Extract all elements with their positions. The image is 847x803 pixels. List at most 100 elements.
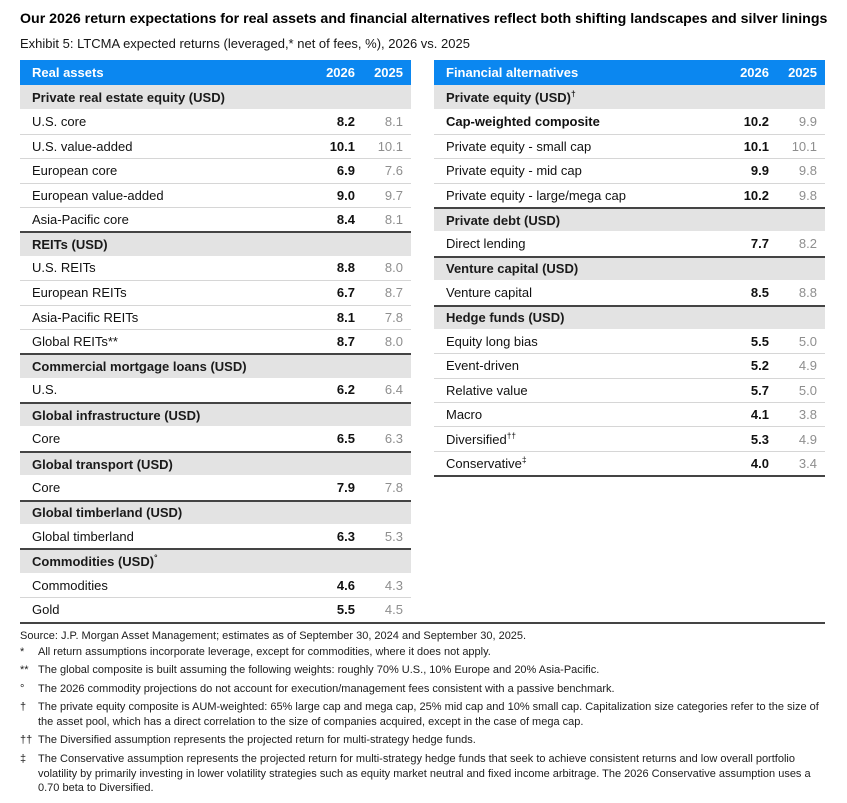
value-2026: 4.6	[336, 577, 355, 593]
footnote: ** The global composite is built assuming…	[20, 663, 825, 678]
footnote-text: The global composite is built assuming t…	[38, 664, 600, 677]
value-2026: 10.1	[329, 138, 355, 154]
row-label: European value-added	[32, 187, 164, 203]
footnote-marker: †	[570, 88, 576, 99]
section-row: Private debt (USD)	[434, 206, 825, 232]
value-2026: 9.9	[750, 163, 769, 179]
section-label: Hedge funds (USD)	[446, 310, 565, 326]
value-2025: 8.0	[384, 260, 403, 276]
value-2026: 8.2	[336, 114, 355, 130]
row-label: Asia-Pacific REITs	[32, 309, 139, 325]
table-row: U.S. REITs 8.8 8.0	[20, 256, 411, 280]
table-row: Global timberland 6.3 5.3	[20, 524, 411, 548]
footnote-text: All return assumptions incorporate lever…	[38, 646, 491, 659]
row-label: U.S. core	[32, 114, 87, 130]
row-label: Macro	[446, 407, 483, 423]
row-label: Gold	[32, 602, 60, 618]
page-title: Our 2026 return expectations for real as…	[20, 11, 828, 27]
footnote: ‡ The Conservative assumption represents …	[20, 752, 825, 797]
footnote-text: The 2026 commodity projections do not ac…	[38, 682, 615, 695]
section-row: Private equity (USD)†	[434, 85, 825, 110]
row-label: U.S. value-added	[32, 138, 133, 154]
table-row: Private equity - small cap 10.1 10.1	[434, 133, 825, 158]
table-row: Private equity - mid cap 9.9 9.8	[434, 158, 825, 182]
column-header-2026: 2026	[740, 65, 769, 80]
value-2025: 10.1	[791, 138, 817, 154]
real-assets-table: Real assets 2026 2025 Private real estate e…	[20, 60, 411, 622]
table-row: U.S. value-added 10.1 10.1	[20, 133, 411, 158]
row-label: Global timberland	[32, 528, 134, 544]
row-label: Direct lending	[446, 236, 526, 252]
table-row: Venture capital 8.5 8.8	[434, 280, 825, 304]
footnote-marker: °	[20, 682, 25, 695]
footnote-text: The Diversified assumption represents th…	[38, 734, 476, 747]
value-2026: 10.2	[743, 114, 769, 130]
table-header-row: Financial alternatives 2026 2025	[434, 60, 825, 85]
row-label: Core	[32, 431, 61, 447]
section-row: Private real estate equity (USD)	[20, 85, 411, 110]
value-2025: 7.8	[384, 479, 403, 495]
table-row: Commodities 4.6 4.3	[20, 573, 411, 597]
row-label: U.S.	[32, 382, 58, 398]
value-2025: 4.9	[798, 358, 817, 374]
table-row: European value-added 9.0 9.7	[20, 182, 411, 207]
table-row: European REITs 6.7 8.7	[20, 280, 411, 304]
value-2026: 7.7	[750, 236, 769, 252]
value-2026: 5.5	[750, 333, 769, 349]
row-label: Conservative‡	[446, 454, 527, 472]
table-row: Cap-weighted composite 10.2 9.9	[434, 109, 825, 133]
row-label: Diversified††	[446, 430, 517, 447]
value-2025: 8.7	[384, 285, 403, 301]
row-label: Equity long bias	[446, 333, 538, 349]
value-2026: 6.5	[336, 431, 355, 447]
table-title: Financial alternatives	[446, 65, 579, 80]
footnote: †† The Diversified assumption represents …	[20, 733, 825, 748]
value-2025: 9.9	[798, 114, 817, 130]
value-2026: 5.2	[750, 358, 769, 374]
row-label: European REITs	[32, 285, 127, 301]
row-label: Private equity - small cap	[446, 138, 592, 154]
column-header-2025: 2025	[788, 65, 817, 80]
value-2026: 6.3	[336, 528, 355, 544]
section-row: Commodities (USD)°	[20, 548, 411, 573]
footnote-marker: ‡	[20, 752, 27, 765]
value-2025: 7.8	[384, 309, 403, 325]
section-label: REITs (USD)	[32, 237, 108, 253]
section-row: Global transport (USD)	[20, 450, 411, 476]
exhibit-subtitle: Exhibit 5: LTCMA expected returns (lever…	[20, 36, 470, 51]
section-row: Hedge funds (USD)	[434, 304, 825, 329]
footnote-marker: °	[154, 552, 158, 563]
section-row: Global infrastructure (USD)	[20, 402, 411, 427]
table-row: Asia-Pacific core 8.4 8.1	[20, 206, 411, 231]
table-row: Private equity - large/mega cap 10.2 9.8	[434, 182, 825, 207]
row-label: Core	[32, 479, 61, 495]
value-2026: 4.0	[750, 456, 769, 472]
table-row: Macro 4.1 3.8	[434, 402, 825, 426]
value-2025: 8.8	[798, 284, 817, 300]
footnote: * All return assumptions incorporate leve…	[20, 645, 825, 660]
tables-container: Real assets 2026 2025 Private real estate e…	[20, 60, 825, 622]
value-2025: 5.0	[798, 333, 817, 349]
column-header-2025: 2025	[374, 65, 403, 80]
footnote: ° The 2026 commodity projections do not a…	[20, 682, 825, 697]
footnote-text: The private equity composite is AUM-weig…	[38, 701, 819, 728]
table-row: Gold 5.5 4.5	[20, 597, 411, 621]
value-2025: 4.9	[798, 431, 817, 447]
value-2025: 8.0	[384, 334, 403, 350]
value-2025: 4.5	[384, 602, 403, 618]
section-label: Private real estate equity (USD)	[32, 89, 225, 105]
value-2026: 5.5	[336, 602, 355, 618]
section-row: Venture capital (USD)	[434, 255, 825, 281]
footnote-marker: ††	[506, 430, 517, 441]
row-label: Private equity - mid cap	[446, 163, 582, 179]
table-row: Conservative‡ 4.0 3.4	[434, 450, 825, 475]
table-row: Core 7.9 7.8	[20, 475, 411, 499]
footnote-marker: †	[20, 701, 27, 714]
table-row: European core 6.9 7.6	[20, 158, 411, 182]
value-2025: 9.8	[798, 163, 817, 179]
row-label: Commodities	[32, 577, 108, 593]
table-row: U.S. core 8.2 8.1	[20, 109, 411, 133]
value-2025: 9.8	[798, 187, 817, 203]
value-2025: 3.8	[798, 407, 817, 423]
